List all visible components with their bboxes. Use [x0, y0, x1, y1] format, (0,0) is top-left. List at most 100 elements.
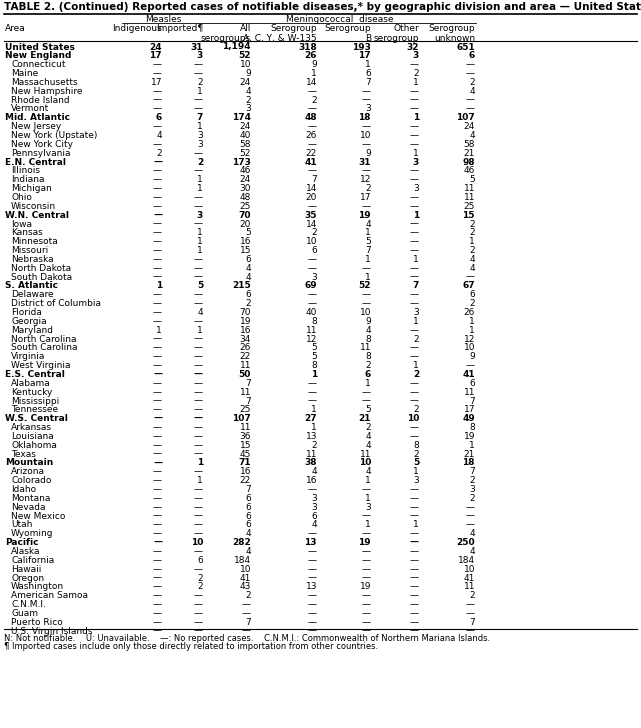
Text: 2: 2	[156, 149, 162, 158]
Text: Virginia: Virginia	[11, 352, 46, 361]
Text: 2: 2	[469, 229, 475, 237]
Text: —: —	[153, 450, 162, 459]
Text: 1: 1	[197, 175, 203, 184]
Text: —: —	[194, 432, 203, 441]
Text: 2: 2	[246, 299, 251, 308]
Text: —: —	[308, 485, 317, 494]
Text: Pacific: Pacific	[5, 538, 38, 547]
Text: 11: 11	[463, 184, 475, 193]
Text: 2: 2	[469, 591, 475, 600]
Text: 3: 3	[246, 104, 251, 114]
Text: Other
serogroup: Other serogroup	[374, 24, 419, 44]
Text: 1: 1	[365, 476, 371, 485]
Text: 107: 107	[456, 114, 475, 122]
Text: 6: 6	[469, 379, 475, 388]
Text: 215: 215	[232, 282, 251, 290]
Text: —: —	[153, 264, 162, 273]
Text: 26: 26	[463, 308, 475, 317]
Text: 25: 25	[240, 202, 251, 211]
Text: 32: 32	[406, 42, 419, 52]
Text: —: —	[362, 299, 371, 308]
Text: Missouri: Missouri	[11, 246, 48, 255]
Text: 1: 1	[469, 325, 475, 335]
Text: 8: 8	[312, 361, 317, 370]
Text: 69: 69	[304, 282, 317, 290]
Text: —: —	[242, 627, 251, 636]
Text: E.S. Central: E.S. Central	[5, 370, 65, 379]
Text: 1: 1	[365, 272, 371, 282]
Text: 7: 7	[365, 246, 371, 255]
Text: 5: 5	[197, 282, 203, 290]
Text: —: —	[410, 485, 419, 494]
Text: 1: 1	[469, 440, 475, 450]
Text: —: —	[410, 618, 419, 627]
Text: —: —	[466, 512, 475, 521]
Text: —: —	[194, 60, 203, 69]
Text: —: —	[194, 405, 203, 414]
Text: —: —	[153, 547, 162, 556]
Text: 38: 38	[304, 459, 317, 467]
Text: 1: 1	[197, 184, 203, 193]
Text: 52: 52	[358, 282, 371, 290]
Text: 250: 250	[456, 538, 475, 547]
Text: —: —	[153, 609, 162, 618]
Text: Measles: Measles	[145, 15, 181, 24]
Text: —: —	[153, 69, 162, 78]
Text: 3: 3	[413, 52, 419, 60]
Text: 2: 2	[197, 582, 203, 591]
Text: 184: 184	[458, 555, 475, 565]
Text: North Dakota: North Dakota	[11, 264, 71, 273]
Text: —: —	[410, 538, 419, 547]
Text: 107: 107	[232, 414, 251, 423]
Text: 1: 1	[197, 122, 203, 131]
Text: —: —	[410, 131, 419, 140]
Text: 8: 8	[312, 317, 317, 326]
Text: —: —	[308, 122, 317, 131]
Text: 1: 1	[156, 325, 162, 335]
Text: —: —	[410, 87, 419, 96]
Text: 19: 19	[360, 582, 371, 591]
Text: 3: 3	[197, 131, 203, 140]
Text: 22: 22	[240, 476, 251, 485]
Text: —: —	[194, 352, 203, 361]
Text: 4: 4	[197, 308, 203, 317]
Text: —: —	[362, 618, 371, 627]
Text: 1: 1	[413, 255, 419, 264]
Text: 8: 8	[365, 335, 371, 344]
Text: —: —	[153, 167, 162, 175]
Text: North Carolina: North Carolina	[11, 335, 76, 344]
Text: United States: United States	[5, 42, 75, 52]
Text: —: —	[153, 432, 162, 441]
Text: 17: 17	[358, 52, 371, 60]
Text: 4: 4	[312, 521, 317, 529]
Text: —: —	[194, 591, 203, 600]
Text: New York City: New York City	[11, 140, 73, 149]
Text: 1: 1	[365, 229, 371, 237]
Text: —: —	[308, 591, 317, 600]
Text: 4: 4	[365, 440, 371, 450]
Text: 2: 2	[197, 157, 203, 167]
Text: West Virginia: West Virginia	[11, 361, 71, 370]
Text: —: —	[153, 582, 162, 591]
Text: —: —	[153, 175, 162, 184]
Text: 2: 2	[197, 574, 203, 582]
Text: 4: 4	[365, 325, 371, 335]
Text: 24: 24	[240, 175, 251, 184]
Text: —: —	[153, 246, 162, 255]
Text: 14: 14	[306, 78, 317, 87]
Text: —: —	[242, 600, 251, 609]
Text: 12: 12	[360, 175, 371, 184]
Text: 1: 1	[413, 210, 419, 220]
Text: Michigan: Michigan	[11, 184, 52, 193]
Text: 9: 9	[469, 352, 475, 361]
Text: 174: 174	[232, 114, 251, 122]
Text: 4: 4	[365, 220, 371, 229]
Text: —: —	[194, 467, 203, 476]
Text: Utah: Utah	[11, 521, 33, 529]
Text: —: —	[308, 264, 317, 273]
Text: Meningococcal  disease: Meningococcal disease	[287, 15, 394, 24]
Text: Georgia: Georgia	[11, 317, 47, 326]
Text: 2: 2	[413, 370, 419, 379]
Text: —: —	[153, 308, 162, 317]
Text: California: California	[11, 555, 54, 565]
